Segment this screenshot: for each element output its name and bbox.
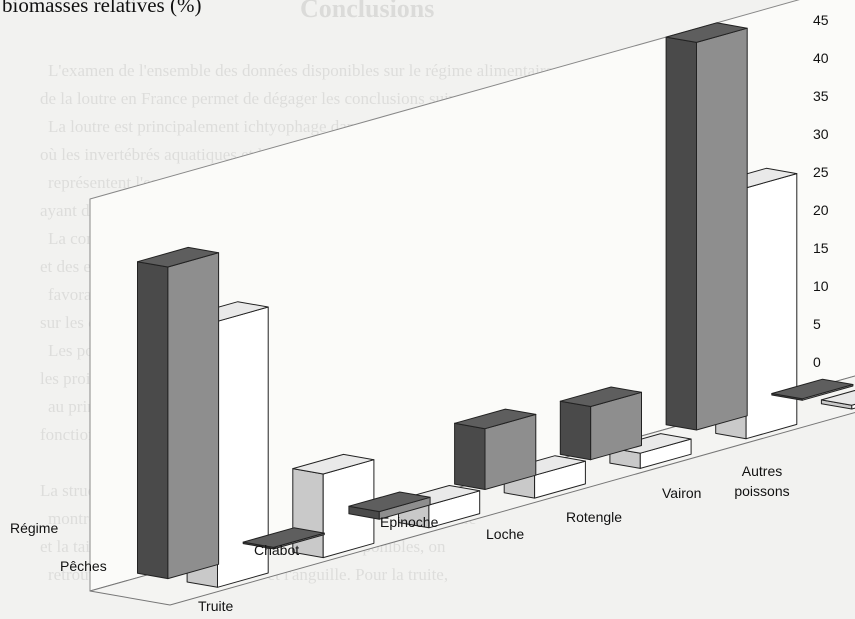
y-tick-label: 0: [813, 354, 821, 370]
y-tick-label: 35: [813, 88, 829, 104]
bar-front: [167, 252, 220, 580]
bar-side: [665, 36, 697, 431]
bar-front: [745, 173, 798, 440]
bar-peches-6: [820, 389, 855, 410]
chart-labels: Truite Chabot Epinoche Loche Rotengle Vairon A…: [10, 463, 790, 614]
bar-top: [665, 22, 748, 43]
x-tick-label: Autres: [742, 463, 782, 479]
chart-bars: [137, 22, 855, 588]
y-tick-label: 5: [813, 316, 821, 332]
x-tick-label: Chabot: [254, 542, 299, 558]
bar-top: [348, 491, 431, 513]
x-tick-label: Rotengle: [566, 509, 622, 525]
y-tick-label: 10: [813, 278, 829, 294]
x-tick-label: Epinoche: [380, 514, 439, 530]
bar-top: [820, 389, 855, 406]
bar-regime-3: [454, 408, 537, 490]
x-tick-label: Truite: [198, 598, 233, 614]
y-tick-label: 40: [813, 50, 829, 66]
y-axis: 05101520253035404550: [813, 12, 829, 370]
bar-side: [137, 261, 169, 580]
bar-regime-4: [559, 386, 642, 461]
bar-top: [454, 408, 537, 430]
bar-top: [242, 527, 325, 548]
series-label-regime: Régime: [10, 520, 58, 536]
x-tick-label: Loche: [486, 526, 524, 542]
bar-regime-6: [771, 378, 854, 401]
y-tick-label: 20: [813, 202, 829, 218]
y-tick-label: 30: [813, 126, 829, 142]
bar-regime-1: [242, 527, 325, 550]
bar-regime-0: [137, 246, 220, 580]
page-heading: Conclusions: [300, 0, 435, 23]
y-tick-label: 15: [813, 240, 829, 256]
bar-regime-5: [665, 22, 748, 431]
bar-top: [771, 378, 854, 400]
bar-front: [696, 27, 748, 431]
chart-title: biomasses relatives (%): [2, 0, 202, 17]
series-label-peches: Pêches: [60, 558, 107, 574]
bar-top: [292, 453, 375, 475]
y-tick-label: 45: [813, 12, 829, 28]
bar-top: [559, 386, 642, 407]
bar-regime-2: [348, 491, 431, 520]
bar-top: [137, 246, 220, 268]
bar-side: [559, 400, 592, 461]
x-tick-label: poissons: [734, 483, 789, 499]
bar-side: [454, 422, 486, 490]
x-tick-label: Vairon: [662, 485, 701, 501]
y-tick-label: 25: [813, 164, 829, 180]
